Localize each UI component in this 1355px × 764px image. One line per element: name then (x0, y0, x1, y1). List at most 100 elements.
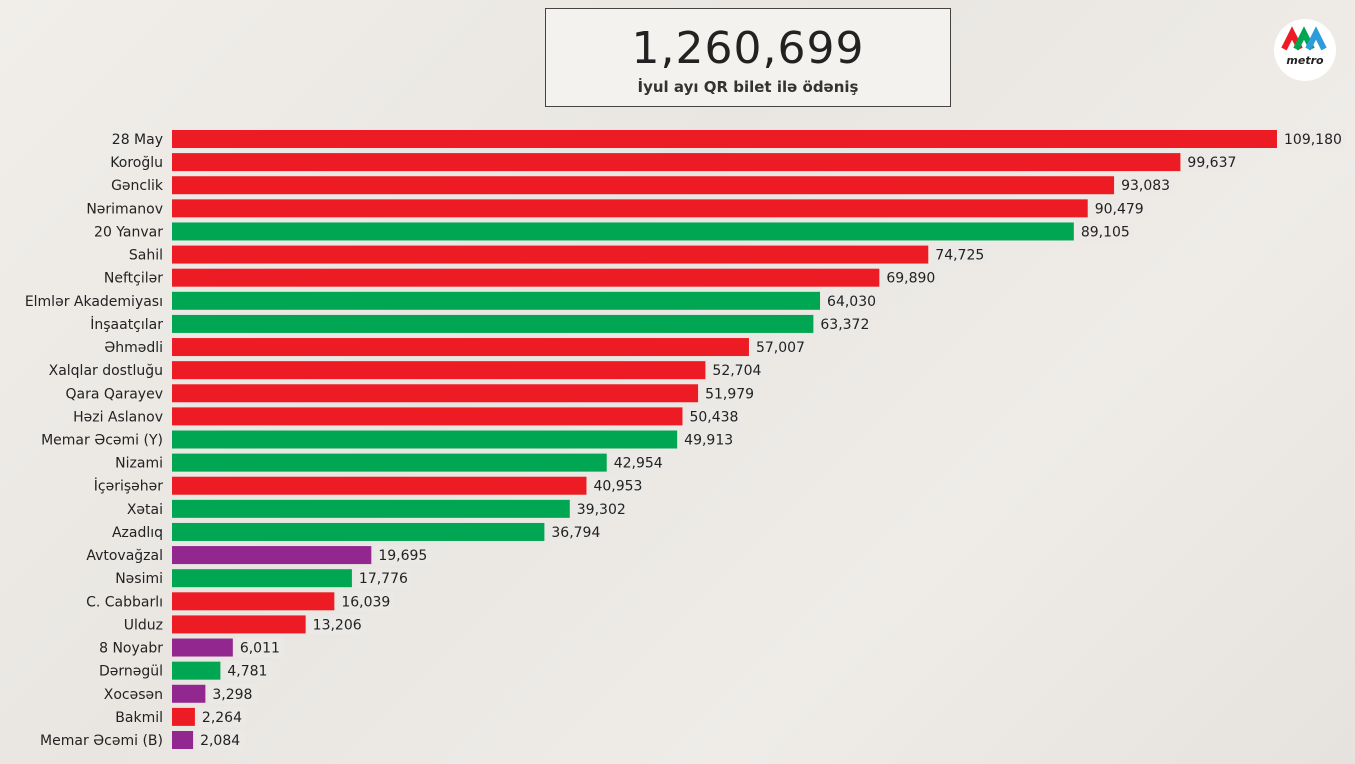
bar (172, 731, 194, 749)
category-label: 28 May (112, 132, 163, 148)
value-label-bg (931, 244, 989, 265)
category-label: Bakmil (115, 710, 163, 726)
category-label: Memar Əcəmi (B) (40, 733, 163, 749)
category-label: Dərnəgül (99, 664, 163, 680)
kpi-caption: İyul ayı QR bilet ilə ödəniş (637, 78, 859, 96)
value-label: 63,372 (820, 317, 869, 333)
bar (172, 684, 206, 703)
value-label: 89,105 (1081, 224, 1130, 240)
value-label-bg (1076, 221, 1135, 242)
value-label: 50,438 (689, 409, 738, 425)
value-label-bg (354, 568, 413, 589)
value-label: 39,302 (577, 502, 626, 518)
bar (172, 569, 352, 588)
category-label: Xalqlar dostluğu (49, 363, 163, 379)
category-label: Əhmədli (104, 340, 163, 356)
value-label-bg (208, 683, 258, 704)
bar (172, 314, 814, 333)
bar (172, 476, 587, 495)
value-label: 19,695 (378, 548, 427, 564)
value-label-bg (816, 313, 874, 334)
bar (172, 707, 195, 726)
value-label-bg (337, 591, 395, 612)
value-label: 90,479 (1095, 201, 1144, 217)
value-label: 2,084 (200, 733, 240, 749)
bar (172, 268, 880, 287)
bar (172, 153, 1181, 172)
category-label: Neftçilər (104, 271, 163, 287)
bar (172, 546, 372, 565)
value-label: 64,030 (827, 294, 876, 310)
value-label: 93,083 (1121, 178, 1170, 194)
value-label-bg (701, 383, 759, 404)
value-label-bg (572, 498, 630, 519)
bar (172, 245, 929, 264)
category-label: Gənclik (111, 178, 164, 194)
value-label: 13,206 (313, 617, 362, 633)
value-label-bg (751, 337, 810, 358)
bar (172, 638, 233, 657)
category-label: Sahil (129, 248, 163, 264)
value-label: 52,704 (712, 363, 761, 379)
value-label: 40,953 (593, 479, 642, 495)
category-label: Xətai (127, 502, 163, 518)
value-label-bg (1183, 152, 1241, 173)
bar (172, 338, 749, 357)
value-label: 42,954 (614, 456, 663, 472)
category-label: Nərimanov (86, 201, 163, 217)
category-label: Avtovağzal (86, 548, 163, 564)
value-label-bg (823, 290, 881, 311)
category-label: Azadlıq (112, 525, 163, 541)
value-label-bg (197, 706, 247, 727)
category-label: Ulduz (124, 617, 163, 633)
category-label: Nəsimi (115, 571, 163, 587)
value-label: 99,637 (1187, 155, 1236, 171)
bar (172, 407, 683, 426)
value-label-bg (547, 521, 605, 542)
bar (172, 361, 706, 380)
value-label: 109,180 (1284, 132, 1342, 148)
value-label: 17,776 (359, 571, 408, 587)
value-label-bg (1090, 198, 1148, 219)
value-label-bg (1117, 175, 1175, 196)
category-label: Elmlər Akademiyası (25, 294, 163, 310)
bar (172, 499, 570, 518)
logo-mark (1281, 26, 1327, 51)
value-label-bg (685, 406, 743, 427)
category-label: Həzi Aslanov (73, 409, 163, 425)
bar (172, 222, 1074, 241)
value-label: 2,264 (202, 710, 242, 726)
category-label: Xocəsən (104, 687, 163, 703)
bar (172, 384, 699, 403)
value-label-bg (882, 267, 940, 288)
bar (172, 176, 1115, 195)
value-label-bg (308, 614, 366, 635)
bar (172, 291, 821, 310)
value-label: 57,007 (756, 340, 805, 356)
value-label: 36,794 (551, 525, 600, 541)
category-label: Qara Qarayev (65, 386, 163, 402)
bar (172, 453, 607, 472)
bar (172, 130, 1277, 148)
value-label: 16,039 (341, 594, 390, 610)
value-label: 4,781 (227, 664, 267, 680)
category-label: İnşaatçılar (90, 315, 163, 333)
value-label: 51,979 (705, 386, 754, 402)
value-label-bg (1280, 129, 1346, 149)
category-label: İçərişəhər (94, 477, 163, 495)
value-label-bg (235, 637, 285, 658)
value-label: 74,725 (935, 248, 984, 264)
value-label-bg (589, 475, 647, 496)
value-label-bg (680, 429, 738, 450)
bar (172, 661, 221, 680)
value-label: 69,890 (886, 271, 935, 287)
kpi-value: 1,260,699 (631, 23, 865, 74)
category-label: Nizami (115, 456, 163, 472)
bar (172, 522, 545, 541)
kpi-card: 1,260,699 İyul ayı QR bilet ilə ödəniş (545, 8, 951, 107)
category-label: Koroğlu (110, 155, 163, 171)
value-label-bg (196, 730, 246, 750)
logo: metro (1274, 19, 1336, 81)
bar (172, 430, 678, 449)
